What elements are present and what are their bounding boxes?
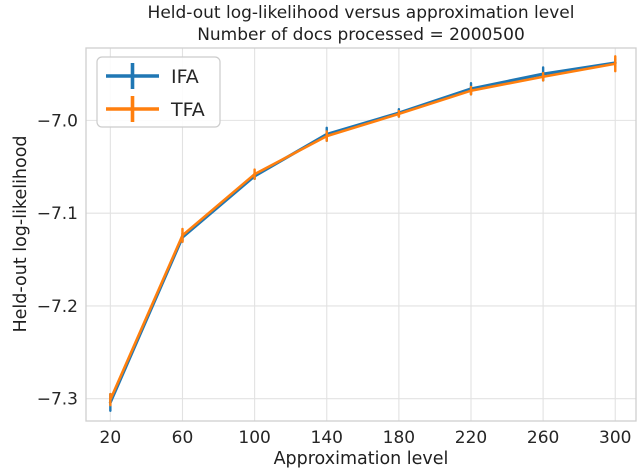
x-tick-label: 300 [599,428,631,448]
x-tick-label: 220 [455,428,487,448]
x-axis-tick-labels: 20 60 100 140 180 220 260 300 [100,428,632,448]
legend-label: IFA [171,66,199,88]
x-axis-label: Approximation level [273,449,449,469]
series-tfa [109,55,617,407]
y-tick-label: −7.3 [37,390,78,410]
x-tick-label: 100 [238,428,270,448]
chart-subtitle: Number of docs processed = 2000500 [197,25,525,45]
x-tick-label: 60 [172,428,194,448]
y-tick-label: −7.1 [37,204,78,224]
chart-title: Held-out log-likelihood versus approxima… [147,3,575,23]
legend: IFA TFA [96,56,221,128]
series-tfa-line [109,62,617,401]
y-axis-label: Held-out log-likelihood [11,135,31,333]
x-tick-label: 180 [383,428,415,448]
legend-item-tfa: TFA [106,96,205,122]
y-axis-tick-labels: −7.0 −7.1 −7.2 −7.3 [37,111,78,409]
series-ifa-line [108,61,617,404]
axes-spines [85,47,637,422]
legend-label: TFA [170,99,205,121]
x-tick-label: 20 [100,428,122,448]
x-tick-label: 140 [311,428,343,448]
y-tick-label: −7.0 [37,111,78,131]
legend-item-ifa: IFA [106,63,199,89]
y-tick-label: −7.2 [37,297,78,317]
x-tick-label: 260 [527,428,559,448]
